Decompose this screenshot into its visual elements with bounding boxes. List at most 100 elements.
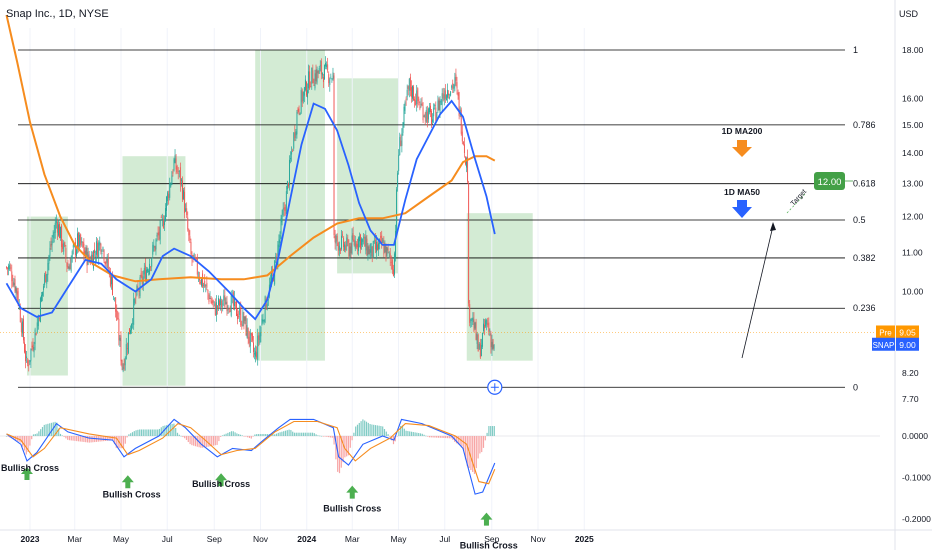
candle-body xyxy=(118,318,120,341)
candle-body xyxy=(96,241,98,255)
candle-body xyxy=(179,167,181,185)
candle-body xyxy=(390,262,392,263)
candle-body xyxy=(91,254,93,266)
macd-histogram-bar xyxy=(155,429,157,436)
macd-histogram-bar xyxy=(400,425,402,436)
macd-histogram-bar xyxy=(432,436,434,438)
macd-histogram-bar xyxy=(290,430,292,436)
candle-body xyxy=(312,70,314,83)
candle-body xyxy=(362,239,364,242)
candle-body xyxy=(375,241,377,253)
candle-body xyxy=(192,255,194,257)
macd-histogram-bar xyxy=(274,434,276,436)
candle-body xyxy=(318,67,320,74)
candle-body xyxy=(218,298,219,306)
macd-histogram-bar xyxy=(286,430,288,436)
macd-histogram-bar xyxy=(158,428,161,436)
candle-body xyxy=(275,256,277,260)
candle-body xyxy=(99,241,101,246)
candle-body xyxy=(98,242,100,258)
macd-histogram-bar xyxy=(160,427,162,436)
candle-body xyxy=(453,84,455,89)
candle-body xyxy=(177,172,179,174)
candle-body xyxy=(64,242,66,246)
macd-histogram-bar xyxy=(27,436,29,452)
macd-histogram-bar xyxy=(117,436,119,449)
macd-histogram-bar xyxy=(279,432,281,436)
macd-histogram-bar xyxy=(126,436,128,438)
pre-price-badge xyxy=(896,325,919,339)
candle-body xyxy=(378,243,380,250)
candle-body xyxy=(346,237,348,247)
macd-histogram-bar xyxy=(322,436,324,437)
macd-histogram-bar xyxy=(171,423,173,436)
candle-body xyxy=(286,181,288,190)
candle-body xyxy=(36,322,38,333)
candle-body xyxy=(201,277,202,286)
macd-histogram-bar xyxy=(90,436,92,443)
candle-body xyxy=(329,79,331,85)
macd-histogram-bar xyxy=(360,421,362,436)
last-price-badge xyxy=(896,337,919,351)
candle-body xyxy=(403,106,405,125)
candle-body xyxy=(200,282,201,284)
candle-body xyxy=(109,270,111,286)
candle-body xyxy=(204,280,206,288)
candle-body xyxy=(209,298,211,300)
candle-body xyxy=(454,77,456,86)
macd-axis-tick: -0.1000 xyxy=(902,473,931,483)
candle-body xyxy=(439,100,441,114)
candle-body xyxy=(140,273,142,277)
candle-body xyxy=(385,243,387,259)
candle-body xyxy=(133,299,135,325)
candle-body xyxy=(335,235,337,244)
macd-histogram-bar xyxy=(288,429,290,436)
macd-histogram-bar xyxy=(153,429,155,436)
candle-body xyxy=(221,300,223,307)
candle-body xyxy=(325,62,327,67)
macd-histogram-bar xyxy=(470,436,472,471)
candle-body xyxy=(486,320,488,325)
macd-histogram-bar xyxy=(178,434,180,436)
candle-body xyxy=(342,234,343,236)
macd-histogram-bar xyxy=(329,436,332,438)
candle-body xyxy=(350,243,352,254)
macd-histogram-bar xyxy=(122,436,125,449)
candle-body xyxy=(245,315,247,336)
candle-body xyxy=(348,243,350,257)
macd-histogram-bar xyxy=(43,424,45,436)
candle-body xyxy=(258,335,260,341)
macd-histogram-bar xyxy=(32,434,35,436)
time-axis-tick: Sep xyxy=(207,534,222,544)
candle-body xyxy=(254,353,255,355)
candle-body xyxy=(154,246,156,251)
candle-body xyxy=(160,216,162,218)
ma200-label: 1D MA200 xyxy=(722,126,763,136)
macd-histogram-bar xyxy=(380,426,382,436)
candle-body xyxy=(455,74,457,81)
macd-histogram-bar xyxy=(459,436,461,446)
target-price-text: 12.00 xyxy=(818,177,842,188)
fib-label: 0 xyxy=(853,382,858,392)
candle-body xyxy=(72,245,74,248)
macd-histogram-bar xyxy=(31,436,33,440)
macd-histogram-bar xyxy=(351,436,353,441)
macd-histogram-bar xyxy=(176,432,179,436)
macd-histogram-bar xyxy=(450,436,452,439)
macd-histogram-bar xyxy=(29,436,31,446)
candle-body xyxy=(406,89,408,97)
candle-body xyxy=(388,252,390,253)
macd-histogram-bar xyxy=(319,435,321,437)
candle-body xyxy=(16,288,18,295)
candle-body xyxy=(371,246,373,257)
shaded-zone xyxy=(255,50,325,361)
candle-body xyxy=(228,308,230,310)
candle-body xyxy=(227,306,229,308)
candle-body xyxy=(157,233,159,235)
candle-body xyxy=(7,267,9,269)
candle-body xyxy=(471,318,473,321)
candle-body xyxy=(223,295,225,301)
macd-histogram-bar xyxy=(443,436,445,439)
candle-body xyxy=(207,289,209,294)
